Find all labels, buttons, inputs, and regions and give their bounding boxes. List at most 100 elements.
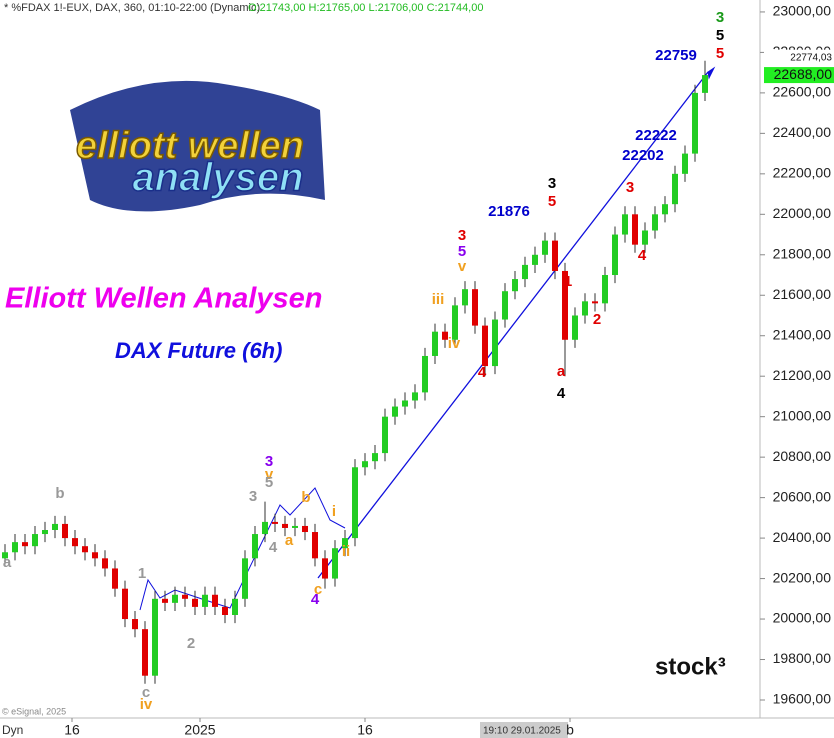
candle-body <box>52 523 58 531</box>
candle-body <box>442 331 448 340</box>
candle-body <box>482 325 488 367</box>
wave-label: v <box>458 258 467 275</box>
wave-label: c <box>314 581 322 598</box>
candle-body <box>452 305 458 340</box>
y-tick-label: 22200,00 <box>773 165 832 181</box>
candle-body <box>702 75 708 93</box>
candle-body <box>32 534 38 547</box>
candle-body <box>232 598 238 615</box>
y-tick-label: 21400,00 <box>773 326 832 342</box>
x-tick-label: 16 <box>357 722 373 738</box>
wave-label: 1 <box>138 565 146 582</box>
wave-label: b <box>301 489 310 506</box>
title: Elliott Wellen Analysen <box>5 283 322 315</box>
candle-body <box>222 606 228 615</box>
wave-label: 5 <box>548 193 556 210</box>
candle-body <box>582 301 588 316</box>
candle-body <box>382 416 388 454</box>
candle-body <box>192 598 198 607</box>
candle-body <box>142 629 148 676</box>
ohlc-header: O:21743,00 H:21765,00 L:21706,00 C:21744… <box>248 2 483 14</box>
y-tick-label: 21200,00 <box>773 367 832 383</box>
x-tick-label: 16 <box>64 722 80 738</box>
candle-body <box>242 558 248 599</box>
candle-body <box>402 400 408 407</box>
wave-label: b <box>55 485 64 502</box>
wave-label: iv <box>448 335 461 352</box>
price-marker-label: 22774,03 <box>790 52 832 63</box>
candle-body <box>552 240 558 271</box>
y-tick-label: 19800,00 <box>773 650 832 666</box>
trend-arrow <box>707 66 716 80</box>
wave-label: 3 <box>265 453 273 470</box>
candle-body <box>372 453 378 462</box>
wave-label: 4 <box>478 364 487 381</box>
logo: elliott wellen analysen <box>70 80 325 212</box>
wave-label: c <box>142 684 150 701</box>
candle-body <box>572 315 578 340</box>
brand: stock³ <box>655 653 726 680</box>
y-tick-label: 21600,00 <box>773 286 832 302</box>
candle-body <box>322 558 328 579</box>
candle-body <box>92 552 98 559</box>
candle-body <box>112 568 118 589</box>
candle-body <box>642 230 648 245</box>
candle-body <box>602 275 608 304</box>
candle-body <box>312 532 318 559</box>
y-tick-label: 20400,00 <box>773 529 832 545</box>
wave-label: 2 <box>187 635 195 652</box>
candle-body <box>692 92 698 154</box>
candle-body <box>502 291 508 320</box>
logo-flag <box>70 80 325 212</box>
wave-label: 5 <box>716 45 724 62</box>
wave-label: 5 <box>458 243 466 260</box>
candle-body <box>292 525 298 528</box>
candle-body <box>332 548 338 579</box>
candle-body <box>122 588 128 620</box>
candle-body <box>152 598 158 676</box>
candle-body <box>532 254 538 265</box>
wave-label: 5 <box>716 27 724 44</box>
wave-label: 3 <box>249 488 257 505</box>
header: * %FDAX 1!-EUX, DAX, 360, 01:10-22:00 (D… <box>4 2 260 14</box>
y-tick-label: 23000,00 <box>773 3 832 19</box>
candle-body <box>132 619 138 630</box>
y-tick-label: 20000,00 <box>773 610 832 626</box>
x-tick-label: b <box>566 722 574 738</box>
wave-label: 3 <box>458 227 466 244</box>
wave-label: 2 <box>593 311 601 328</box>
price-marker <box>764 67 834 84</box>
candle-body <box>342 538 348 549</box>
wave-label: 3 <box>626 179 634 196</box>
candle-body <box>432 331 438 356</box>
candle-body <box>622 214 628 235</box>
candle-body <box>352 467 358 539</box>
candle-body <box>612 234 618 276</box>
candle-body <box>202 594 208 607</box>
wave-label: 22759 <box>655 47 697 64</box>
cursor-label: 19:10 29.01.2025 <box>483 726 561 737</box>
candle-body <box>512 279 518 292</box>
logo-line1: elliott wellen <box>76 125 304 167</box>
wave-label: a <box>285 532 294 549</box>
candle-body <box>252 534 258 559</box>
y-tick-label: 22000,00 <box>773 205 832 221</box>
candle-body <box>2 552 8 559</box>
cursor-box <box>480 722 568 738</box>
wave-label: 4 <box>311 591 320 608</box>
wave-label: v <box>265 466 274 483</box>
wave-label: 4 <box>557 385 566 402</box>
subtitle: DAX Future (6h) <box>115 338 282 363</box>
candle-body <box>182 594 188 599</box>
wave-label: 22222 <box>635 127 677 144</box>
candle-body <box>672 173 678 205</box>
wave-label: ii <box>342 543 350 560</box>
y-tick-label: 19600,00 <box>773 691 832 707</box>
candle-body <box>562 270 568 340</box>
candle-body <box>172 594 178 603</box>
wave-label: 3 <box>548 175 556 192</box>
candle-body <box>102 558 108 569</box>
wave-label: 22202 <box>622 147 664 164</box>
wave-label: 4 <box>638 247 647 264</box>
